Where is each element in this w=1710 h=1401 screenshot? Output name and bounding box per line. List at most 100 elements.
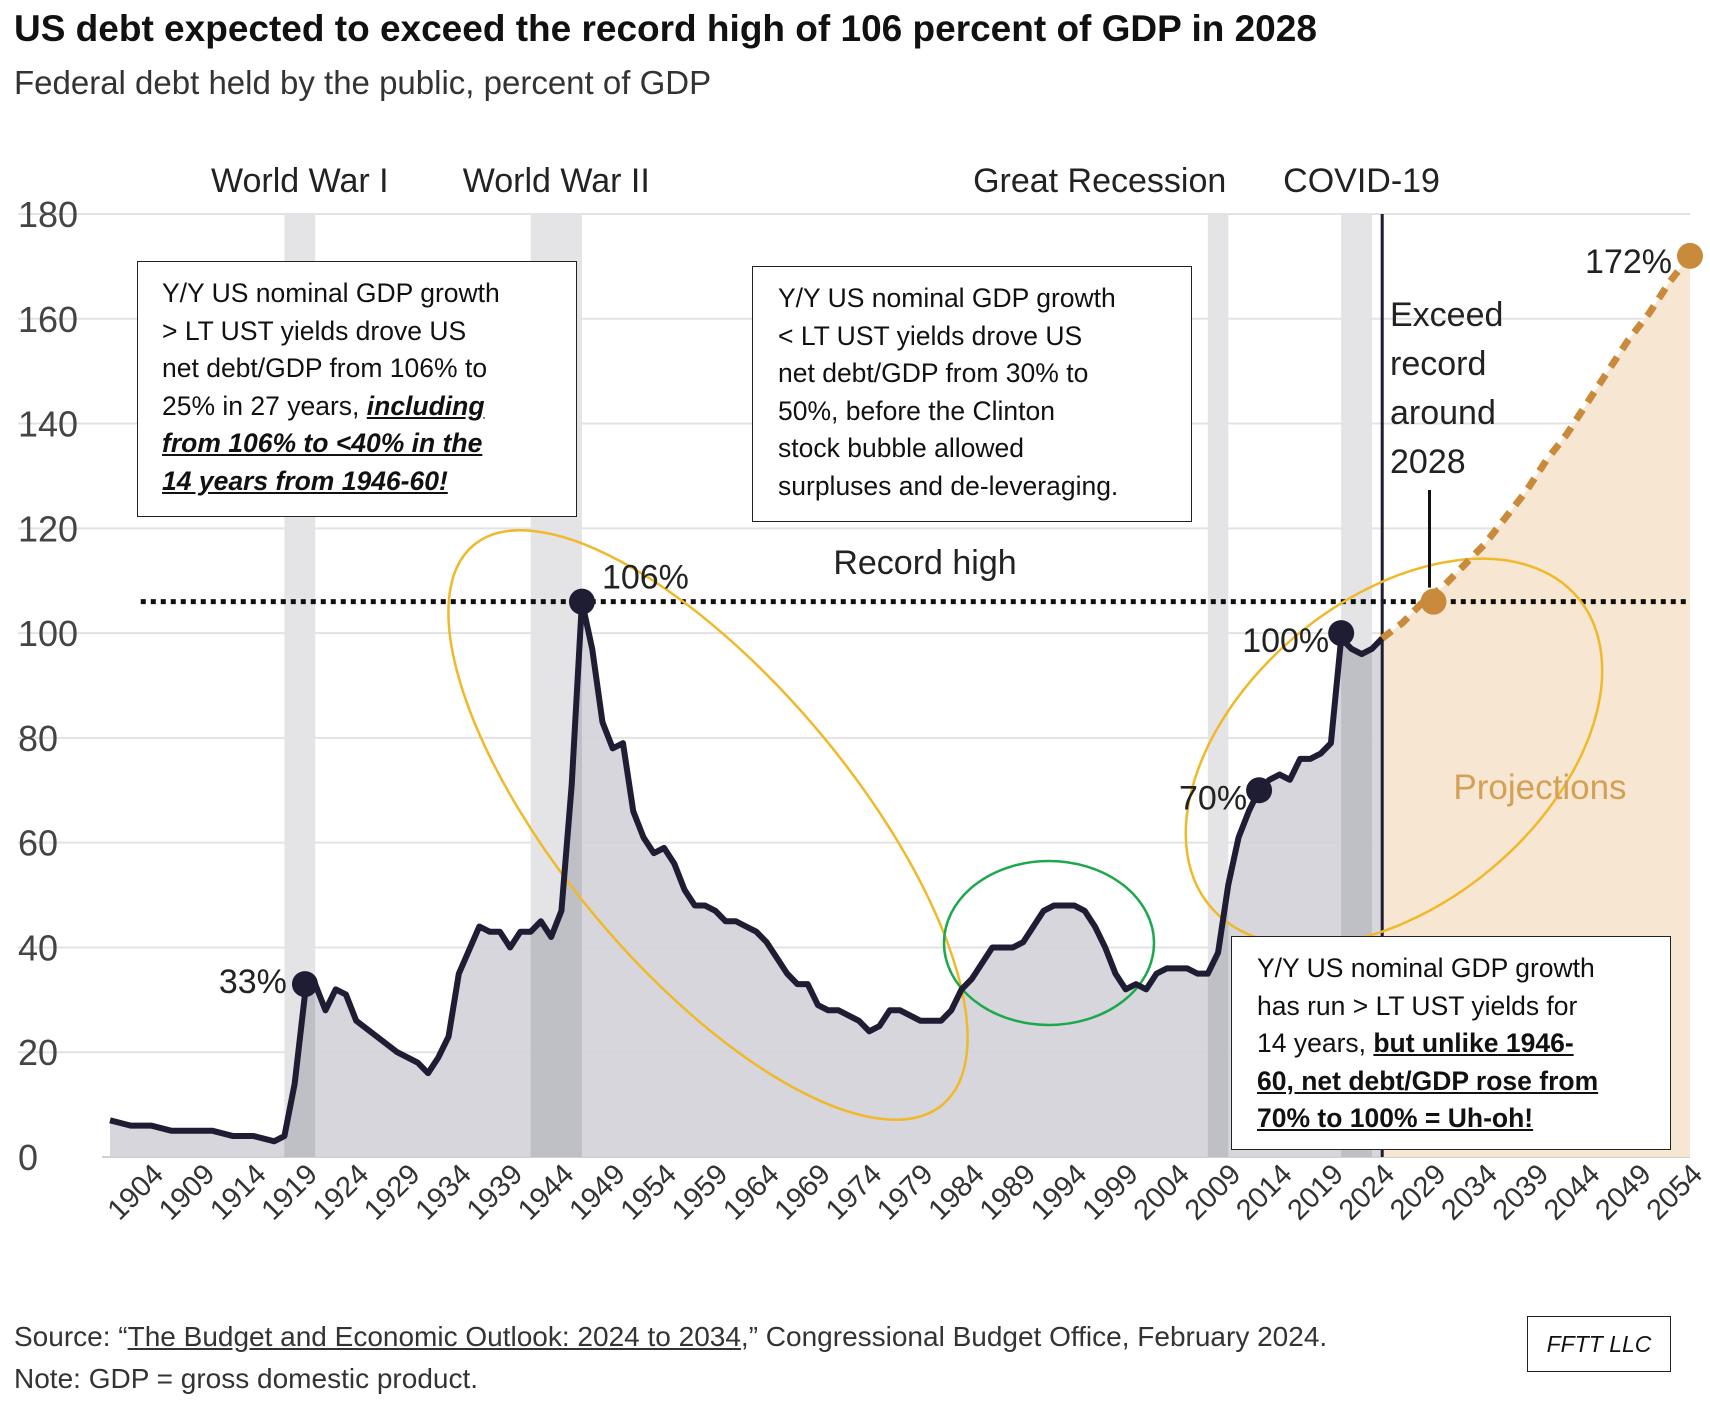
x-tick-label: 2034 <box>1436 1158 1504 1226</box>
x-tick-label: 2044 <box>1538 1158 1606 1226</box>
x-tick-label: 1959 <box>666 1158 734 1226</box>
x-tick-label: 1994 <box>1025 1158 1093 1226</box>
x-tick-label: 1919 <box>256 1158 324 1226</box>
y-tick-label: 60 <box>18 823 58 864</box>
chart-subtitle: Federal debt held by the public, percent… <box>14 64 712 101</box>
ellipse-clinton <box>942 859 1156 1027</box>
x-tick-label: 1989 <box>974 1158 1042 1226</box>
fftt-watermark: FFTT LLC <box>1527 1316 1671 1372</box>
x-tick-label: 2004 <box>1128 1158 1196 1226</box>
y-tick-label: 160 <box>18 299 78 340</box>
x-tick-label: 1904 <box>102 1158 170 1226</box>
event-label: COVID-19 <box>1283 162 1440 200</box>
ellipse-postwar <box>447 529 969 1121</box>
box1-emphasis: from 106% to <40% in the <box>162 428 483 458</box>
data-point-marker <box>1246 777 1273 804</box>
highlight-ellipses <box>447 529 1604 1121</box>
x-tick-label: 1999 <box>1076 1158 1144 1226</box>
data-markers <box>291 242 1703 998</box>
exceed-annotation-line: record <box>1390 345 1486 383</box>
x-tick-label: 1914 <box>204 1158 272 1226</box>
data-point-marker <box>291 971 318 998</box>
event-label: World War II <box>463 162 650 200</box>
event-label: Great Recession <box>973 162 1226 200</box>
box3-line: Y/Y US nominal GDP growth <box>1257 953 1595 983</box>
y-tick-label: 120 <box>18 508 78 549</box>
box1-emphasis: 14 years from 1946-60! <box>162 465 448 496</box>
x-tick-label: 1964 <box>717 1158 785 1226</box>
x-tick-label: 1979 <box>871 1158 939 1226</box>
box1-line: > LT UST yields drove US <box>162 315 467 346</box>
x-tick-label: 1929 <box>358 1158 426 1226</box>
x-tick-label: 1969 <box>769 1158 837 1226</box>
x-axis-ticks: 1904190919141919192419291934193919441949… <box>102 1158 1709 1226</box>
y-tick-label: 180 <box>18 194 78 235</box>
box3-text: 14 years, <box>1257 1028 1374 1058</box>
source-prefix: Source: “ <box>14 1321 128 1352</box>
data-label: 172% <box>1585 243 1672 281</box>
x-tick-label: 1939 <box>461 1158 529 1226</box>
event-area-overlay <box>284 984 316 1157</box>
note-line: Note: GDP = gross domestic product. <box>14 1363 479 1394</box>
annotation-box-clinton: Y/Y US nominal GDP growth < LT UST yield… <box>752 266 1192 522</box>
exceed-annotation-line: around <box>1390 394 1496 432</box>
x-tick-label: 1954 <box>615 1158 683 1226</box>
box2-line: < LT UST yields drove US <box>778 320 1083 351</box>
box2-line: 50%, before the Clinton <box>778 395 1055 426</box>
annotation-box-recent: Y/Y US nominal GDP growth has run > LT U… <box>1231 936 1671 1150</box>
exceed-annotation-line: Exceed <box>1390 296 1503 334</box>
y-tick-label: 40 <box>18 927 58 968</box>
x-tick-label: 2049 <box>1589 1158 1657 1226</box>
box3-emphasis: 60, net debt/GDP rose from <box>1257 1065 1599 1096</box>
x-tick-label: 2009 <box>1179 1158 1247 1226</box>
box3-line: has run > LT UST yields for <box>1257 990 1578 1021</box>
ellipse-recent <box>1184 557 1604 947</box>
box3-emphasis: but unlike 1946- <box>1373 1028 1574 1058</box>
data-point-marker <box>568 588 595 615</box>
data-label: 106% <box>602 559 689 597</box>
box2-line: surpluses and de-leveraging. <box>778 470 1119 501</box>
data-label: 70% <box>1179 779 1247 817</box>
box1-emphasis: including <box>366 390 485 421</box>
x-tick-label: 2019 <box>1282 1158 1350 1226</box>
historical-fill <box>110 601 1383 1157</box>
box3-line: 14 years, but unlike 1946- <box>1257 1025 1652 1063</box>
event-area-overlay <box>530 601 582 1157</box>
projections-label: Projections <box>1453 768 1626 807</box>
annotation-box-1946-60: Y/Y US nominal GDP growth > LT UST yield… <box>137 261 577 517</box>
data-point-marker <box>1677 242 1703 269</box>
x-tick-label: 1934 <box>410 1158 478 1226</box>
source-link[interactable]: The Budget and Economic Outlook: 2024 to… <box>127 1321 741 1352</box>
x-tick-label: 1974 <box>820 1158 888 1226</box>
x-tick-label: 1949 <box>563 1158 631 1226</box>
x-tick-label: 1944 <box>512 1158 580 1226</box>
chart-labels: World War I World War II Great Recession CO… <box>211 162 1672 1001</box>
y-axis-ticks: 0 20 40 60 80 100 120 140 160 180 <box>18 194 78 1178</box>
chart-title: US debt expected to exceed the record hi… <box>14 8 1317 49</box>
data-label: 33% <box>219 963 287 1001</box>
source-suffix: ,” Congressional Budget Office, February… <box>740 1321 1328 1352</box>
data-label: 100% <box>1242 622 1329 660</box>
event-area-overlay <box>1207 884 1229 1157</box>
x-tick-label: 2024 <box>1333 1158 1401 1226</box>
box1-text: 25% in 27 years, <box>162 390 367 421</box>
x-tick-label: 2039 <box>1487 1158 1555 1226</box>
box1-line: Y/Y US nominal GDP growth <box>162 278 500 308</box>
source-line: Source: “The Budget and Economic Outlook… <box>14 1316 1327 1358</box>
data-point-marker <box>1420 588 1447 615</box>
box3-emphasis: 70% to 100% = Uh-oh! <box>1257 1103 1534 1133</box>
projection-fill <box>1382 255 1690 1157</box>
box2-line: stock bubble allowed <box>778 433 1025 463</box>
source-note: Source: “The Budget and Economic Outlook… <box>14 1316 1327 1400</box>
x-tick-label: 2014 <box>1230 1158 1298 1226</box>
y-tick-label: 100 <box>18 613 78 654</box>
y-tick-label: 20 <box>18 1032 58 1073</box>
x-tick-label: 2029 <box>1384 1158 1452 1226</box>
box1-line: net debt/GDP from 106% to <box>162 353 488 383</box>
box2-line: Y/Y US nominal GDP growth <box>778 283 1116 313</box>
y-tick-label: 80 <box>18 718 58 759</box>
record-high-label: Record high <box>833 544 1016 582</box>
projection-area <box>1382 255 1690 1157</box>
historical-line <box>109 598 1385 1145</box>
x-tick-label: 1984 <box>923 1158 991 1226</box>
